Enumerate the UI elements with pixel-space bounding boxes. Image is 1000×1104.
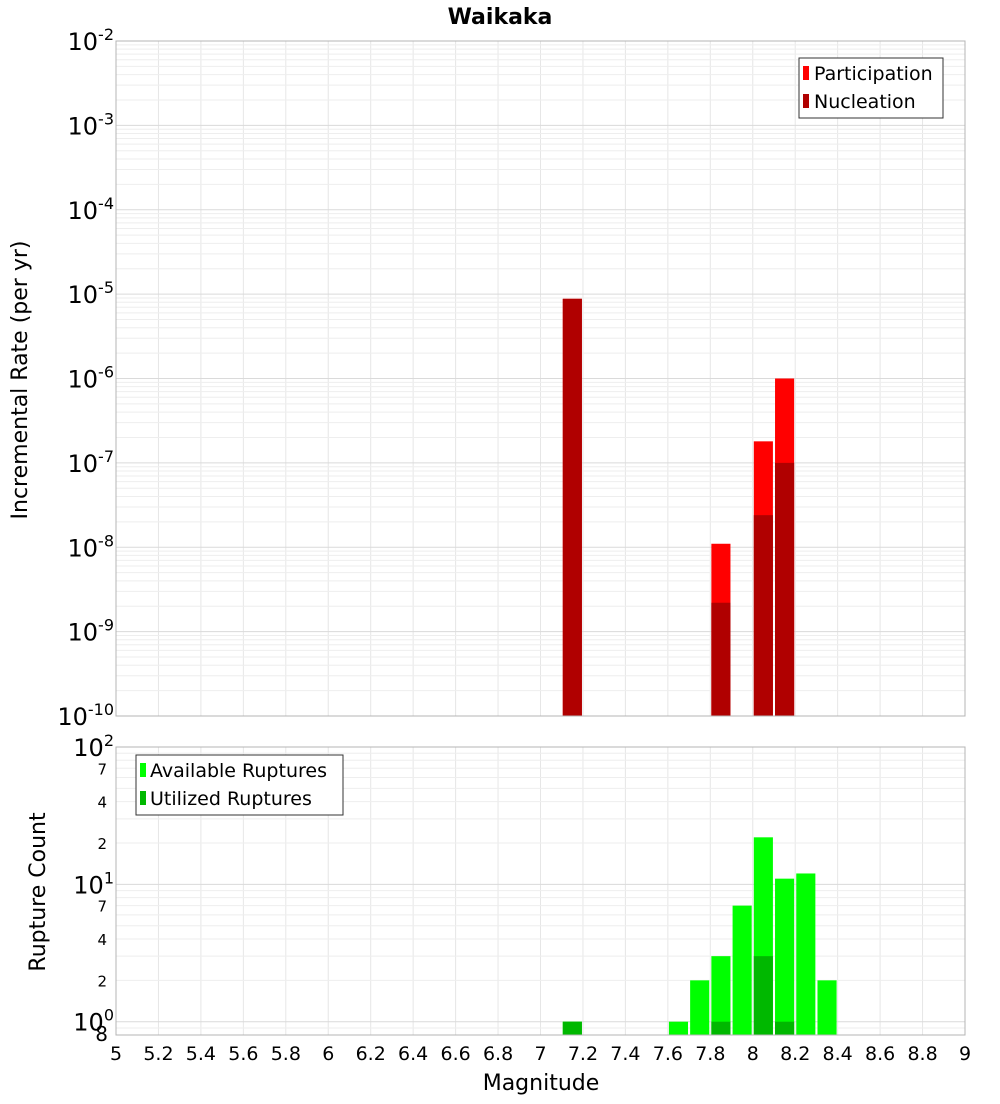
count-y-minor-tick-label: 4 <box>97 931 107 949</box>
count-y-minor-tick-label: 4 <box>97 794 107 812</box>
count-y-minor-tick-label: 2 <box>97 972 107 990</box>
rate-y-tick-label: 10-2 <box>68 25 115 56</box>
x-tick-label: 6.6 <box>440 1043 470 1065</box>
x-tick-label: 5.2 <box>143 1043 173 1065</box>
count-y-major-tick-label: 101 <box>73 868 114 899</box>
available-ruptures-bar <box>817 980 837 1035</box>
rate-legend-box <box>798 57 944 119</box>
count-y-minor-tick-label: 8 <box>95 1022 108 1046</box>
count-legend: Available Ruptures Utilized Ruptures <box>135 754 344 816</box>
x-tick-label: 5 <box>110 1043 122 1065</box>
x-tick-label: 7.2 <box>568 1043 598 1065</box>
nucleation-bar <box>562 298 582 716</box>
count-y-minor-tick-label: 7 <box>97 760 107 778</box>
utilized-ruptures-bar <box>711 1021 731 1035</box>
x-tick-label: 5.4 <box>186 1043 216 1065</box>
count-plot-frame <box>115 746 966 1036</box>
x-tick-label: 6 <box>322 1043 334 1065</box>
legend-swatch <box>803 66 809 80</box>
available-ruptures-bar <box>775 878 795 1035</box>
rate-y-tick-label: 10-4 <box>68 194 115 225</box>
legend-swatch <box>803 94 809 108</box>
x-tick-label: 5.6 <box>228 1043 258 1065</box>
x-tick-label: 6.8 <box>483 1043 513 1065</box>
x-tick-label: 8.4 <box>823 1043 853 1065</box>
x-tick-label: 7.4 <box>610 1043 640 1065</box>
rate-legend: Participation Nucleation <box>798 57 944 119</box>
x-tick-label: 6.2 <box>356 1043 386 1065</box>
available-ruptures-bar <box>796 873 816 1035</box>
chart-title: Waikaka <box>448 5 553 30</box>
utilized-ruptures-bar <box>753 956 773 1035</box>
available-ruptures-bar <box>711 956 731 1035</box>
count-axis-label: Rupture Count <box>26 812 51 972</box>
x-tick-label: 8 <box>747 1043 759 1065</box>
nucleation-bar <box>711 602 731 716</box>
count-y-major-tick-label: 100 <box>73 1006 114 1037</box>
available-ruptures-bar <box>690 980 710 1035</box>
count-y-minor-tick-label: 7 <box>97 898 107 916</box>
rate-y-tick-label: 10-6 <box>68 363 115 394</box>
magnitude-axis-label: Magnitude <box>483 1071 600 1096</box>
rate-y-tick-label: 10-7 <box>68 447 115 478</box>
x-tick-label: 5.8 <box>271 1043 301 1065</box>
utilized-ruptures-bar <box>775 1021 795 1035</box>
legend-entry-label: Utilized Ruptures <box>150 788 312 810</box>
nucleation-bar <box>753 515 773 716</box>
legend-swatch <box>140 763 146 777</box>
rate-plot: 10-10 10-9 10-8 10-7 10-6 10-5 10-4 10-3 10-2 Par… <box>57 25 966 731</box>
x-tick-label: 6.4 <box>398 1043 428 1065</box>
rate-plot-frame <box>115 40 966 717</box>
available-ruptures-bar <box>732 905 752 1035</box>
count-plot: 100 101 102 8 2 4 7 2 4 7 5 5.2 5.4 5.6 5.8 6 6.2 6.4 6.6 6… <box>73 731 971 1065</box>
legend-swatch <box>140 791 146 805</box>
count-y-major-tick-label: 102 <box>73 731 114 762</box>
x-tick-label: 7.8 <box>695 1043 725 1065</box>
rate-y-tick-label: 10-5 <box>68 278 115 309</box>
rate-y-tick-label: 10-9 <box>68 616 115 647</box>
rate-y-tick-label: 10-10 <box>57 700 114 731</box>
available-ruptures-bar <box>668 1021 689 1035</box>
legend-entry-label: Nucleation <box>814 91 916 113</box>
x-tick-label: 9 <box>959 1043 971 1065</box>
x-tick-label: 7 <box>534 1043 546 1065</box>
x-tick-label: 7.6 <box>653 1043 683 1065</box>
rate-axis-label: Incremental Rate (per yr) <box>8 241 33 520</box>
count-legend-box <box>135 754 344 816</box>
legend-entry-label: Participation <box>814 63 933 85</box>
x-tick-label: 8.6 <box>865 1043 895 1065</box>
x-tick-label: 8.2 <box>780 1043 810 1065</box>
legend-entry-label: Available Ruptures <box>150 760 327 782</box>
rate-y-tick-label: 10-3 <box>68 109 115 140</box>
utilized-ruptures-bar <box>562 1021 582 1035</box>
rate-y-tick-label: 10-8 <box>68 531 115 562</box>
count-y-minor-tick-label: 2 <box>97 835 107 853</box>
x-tick-label: 8.8 <box>907 1043 937 1065</box>
nucleation-bar <box>775 462 795 716</box>
